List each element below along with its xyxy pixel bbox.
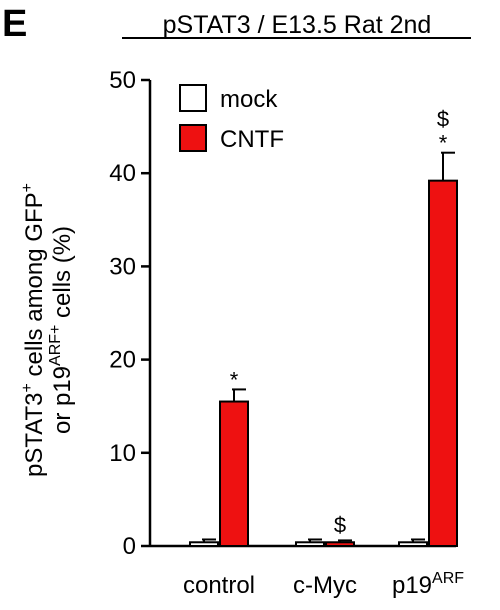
ylabel-part: pSTAT3: [21, 392, 48, 476]
significance-marker: *: [230, 367, 239, 392]
x-tick-label-sup: ARF: [432, 570, 464, 587]
ylabel-sup: ARF: [47, 334, 64, 366]
legend-label: CNTF: [220, 126, 284, 153]
y-tick-label: 50: [109, 67, 136, 94]
significance-marker: $: [437, 107, 449, 132]
y-tick-label: 10: [109, 440, 136, 467]
bar-mock: [398, 541, 428, 547]
y-axis-label: pSTAT3+ cells among GFP+ or p19ARF+ cell…: [19, 183, 76, 477]
x-tick-label: c-Myc: [293, 572, 357, 599]
legend: mock CNTF: [179, 84, 284, 153]
bar-CNTF: [219, 400, 249, 548]
ylabel-part: or p19: [49, 366, 76, 434]
legend-swatch-CNTF: [179, 124, 207, 152]
legend-swatch-mock: [179, 84, 207, 112]
panel-letter: E: [2, 3, 27, 45]
bar-CNTF: [325, 541, 355, 547]
x-tick-label: p19ARF: [392, 570, 464, 599]
ylabel-sup: +: [19, 183, 36, 192]
y-axis-label-line2: or p19ARF+ cells (%): [47, 226, 76, 434]
y-axis-label-line1: pSTAT3+ cells among GFP+: [19, 183, 48, 477]
bar-CNTF: [428, 179, 458, 547]
ylabel-sup: +: [47, 325, 64, 334]
chart-title: pSTAT3 / E13.5 Rat 2nd: [163, 11, 432, 39]
ylabel-sup: +: [19, 383, 36, 392]
ylabel-part: cells among GFP: [21, 192, 48, 383]
x-tick-label: control: [183, 572, 255, 599]
significance-marker: $: [334, 512, 346, 537]
y-tick-label: 20: [109, 347, 136, 374]
bar-mock: [189, 541, 219, 547]
y-tick-label: 0: [123, 533, 136, 560]
legend-label: mock: [220, 86, 278, 113]
y-tick-label: 30: [109, 253, 136, 280]
x-tick-label-main: control: [183, 572, 255, 599]
significance-marker: *: [439, 131, 448, 156]
x-tick-label-main: p19: [392, 572, 432, 599]
y-tick-label: 40: [109, 160, 136, 187]
x-tick-label-main: c-Myc: [293, 572, 357, 599]
ylabel-part: cells (%): [49, 226, 76, 325]
bar-mock: [295, 541, 325, 547]
